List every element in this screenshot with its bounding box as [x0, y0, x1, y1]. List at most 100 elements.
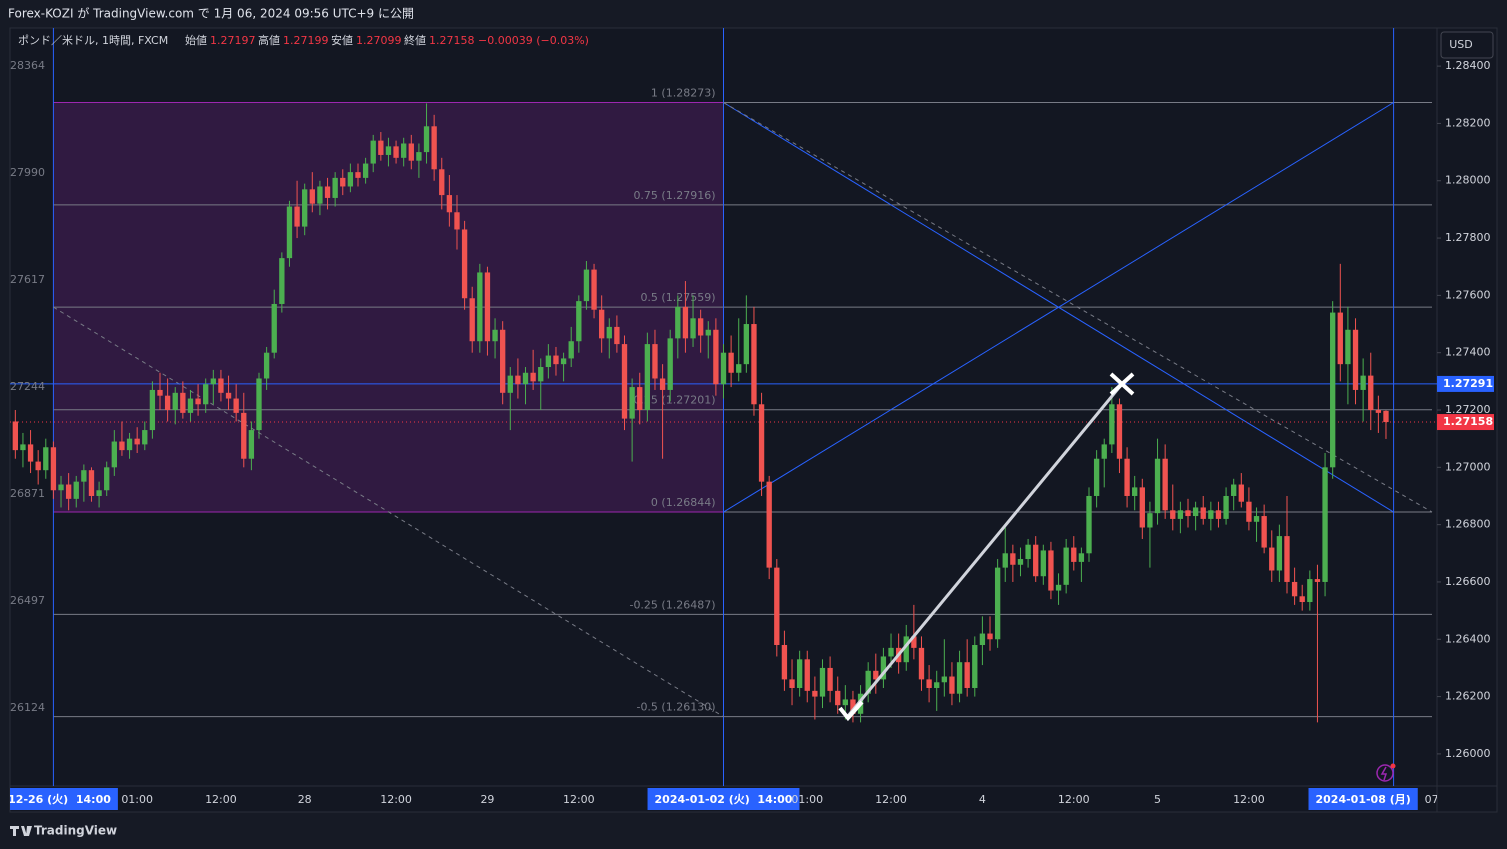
candle-body — [865, 670, 871, 694]
candle-body — [758, 404, 765, 482]
candle-body — [1307, 579, 1313, 603]
y-tick-label: 1.26800 — [1445, 518, 1491, 531]
candle-body — [324, 186, 331, 198]
candle-body — [751, 324, 757, 405]
candle-body — [1299, 596, 1305, 603]
candle-body — [256, 378, 262, 431]
candle-body — [1200, 507, 1206, 519]
x-tick-label: 28 — [298, 793, 312, 806]
candle-body — [347, 172, 354, 187]
candle-body — [956, 662, 963, 694]
fib-label: 0.25 (1.27201) — [633, 394, 715, 407]
candle-body — [553, 355, 559, 365]
y-tick-label: 1.26400 — [1445, 632, 1491, 645]
candle-body — [73, 481, 79, 499]
candle-body — [286, 206, 293, 259]
candle-body — [203, 384, 209, 405]
y-tick-label: 1.27200 — [1445, 403, 1491, 416]
candle-body — [279, 258, 285, 304]
candle-body — [659, 378, 666, 390]
candle-body — [164, 395, 171, 411]
x-tick-label: 12:00 — [205, 793, 237, 806]
candle-body — [1352, 329, 1359, 390]
x-tick-label: 12:00 — [1233, 793, 1265, 806]
check-mark — [838, 700, 864, 722]
candle-body — [12, 421, 18, 451]
candle-body — [629, 387, 635, 419]
ohlc-value: 1.27099 — [356, 34, 402, 47]
axes: 1.28400 1.28200 1.28000 1.27800 1.27600 1.274… — [10, 59, 1494, 760]
candle-body — [591, 269, 597, 310]
candle-body — [850, 699, 856, 714]
candle-body — [1147, 513, 1153, 528]
x-tick-label: 3-12-26 (火) 14:00 — [0, 793, 111, 806]
candle-body — [621, 344, 628, 419]
candle-body — [378, 140, 384, 155]
candle-body — [819, 667, 826, 697]
candle-body — [560, 358, 567, 365]
x-tick-label: 12:00 — [380, 793, 412, 806]
candle-body — [20, 444, 26, 451]
candle-body — [1025, 544, 1031, 560]
x-tick-label: 2024-01-08 (月) — [1316, 793, 1411, 806]
candle-body — [1215, 510, 1222, 519]
candle-body — [355, 172, 361, 178]
candle-body — [827, 667, 833, 691]
candle-body — [1261, 516, 1267, 548]
candle-body — [637, 387, 643, 411]
candle-body — [492, 329, 498, 342]
candle-body — [1238, 484, 1244, 502]
y-tick-label: 1.28000 — [1445, 174, 1491, 187]
candle-body — [469, 298, 475, 342]
candle-body — [302, 189, 308, 227]
candle-body — [994, 567, 1001, 640]
candle-body — [796, 659, 803, 688]
candle-body — [728, 352, 734, 373]
fib-label: 0 (1.26844) — [651, 496, 716, 509]
candle-body — [705, 329, 711, 336]
candle-body — [766, 481, 772, 568]
candle-body — [408, 143, 414, 161]
currency-button[interactable] — [1440, 31, 1494, 59]
candle-body — [1086, 495, 1092, 554]
ohlc-label: 高値 — [258, 33, 280, 47]
candle-body — [218, 378, 224, 393]
x-tick-label: 01:00 — [121, 793, 153, 806]
y2-tick-label: 28364 — [10, 59, 45, 72]
candle-body — [1360, 375, 1366, 390]
candle-body — [1002, 553, 1008, 568]
candle-body — [789, 679, 795, 688]
candle-body — [903, 636, 909, 663]
alert-icon[interactable] — [1376, 764, 1394, 782]
candle-body — [180, 392, 186, 413]
candle-body — [1033, 544, 1039, 577]
candle-body — [362, 163, 369, 178]
candle-body — [423, 126, 430, 153]
candle-body — [507, 375, 513, 393]
change: −0.00039 (−0.03%) — [478, 34, 589, 47]
y2-tick-label: 26497 — [10, 594, 45, 607]
alert-bolt — [1380, 766, 1388, 781]
candle-body — [1185, 510, 1191, 517]
y-tick-label: 1.28200 — [1445, 116, 1491, 129]
candle-body — [1368, 375, 1374, 411]
candle-body — [461, 229, 468, 299]
candle-body — [835, 690, 841, 706]
candle-body — [104, 467, 110, 491]
candle-body — [1093, 458, 1100, 496]
candle-body — [949, 676, 955, 694]
candle-body — [126, 438, 133, 451]
candle-body — [393, 146, 399, 158]
candle-body — [385, 146, 392, 155]
y-tick-label: 1.26000 — [1445, 747, 1491, 760]
drawings-back: 1 (1.28273)0.75 (1.27916)0.5 (1.27559)0.… — [10, 28, 1437, 786]
candle-body — [568, 341, 574, 359]
candle-body — [614, 326, 620, 345]
candle-body — [667, 338, 673, 390]
candle-body — [1017, 559, 1024, 565]
candle-body — [1269, 547, 1275, 571]
fib-label: -0.5 (1.26130) — [636, 701, 715, 714]
candle-body — [27, 444, 34, 462]
candle-body — [263, 352, 270, 379]
candle-body — [58, 484, 64, 491]
